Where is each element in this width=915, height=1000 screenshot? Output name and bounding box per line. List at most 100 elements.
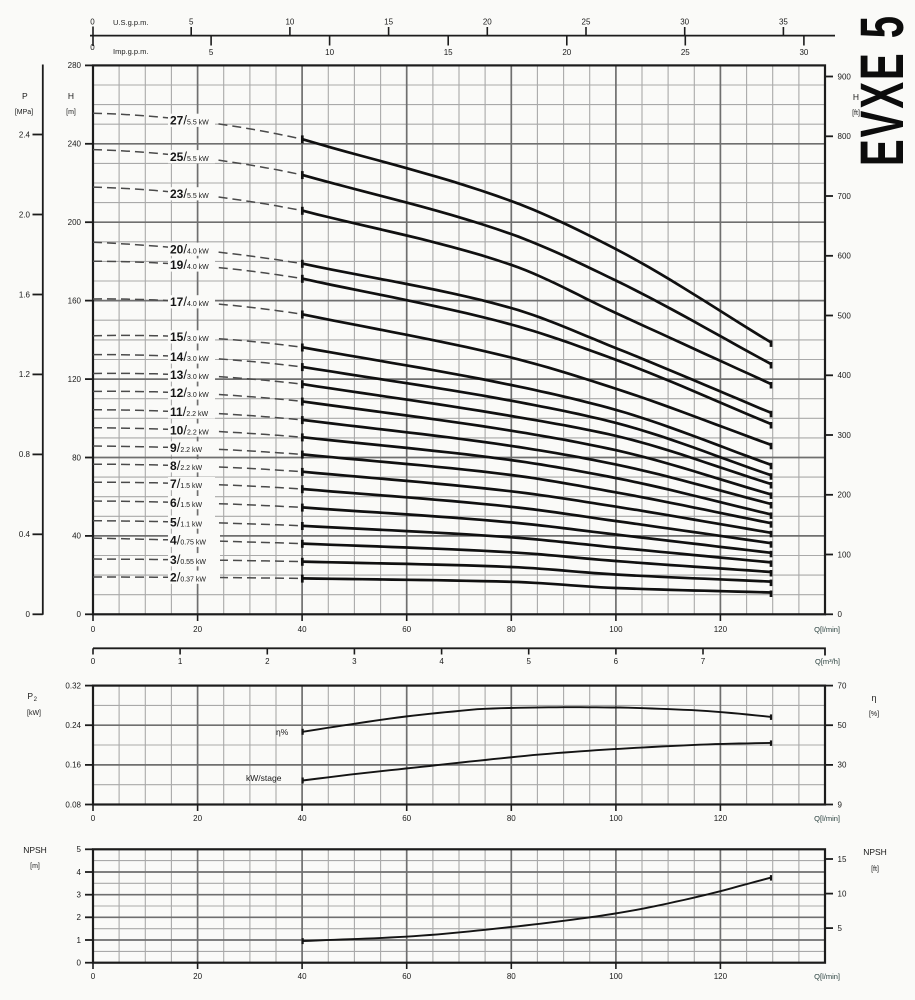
svg-text:60: 60 [402,972,411,981]
svg-text:80: 80 [507,814,516,823]
svg-text:0.32: 0.32 [65,681,81,690]
svg-text:700: 700 [838,192,852,201]
svg-text:η%: η% [276,727,289,737]
svg-text:200: 200 [838,491,852,500]
svg-text:120: 120 [714,972,728,981]
svg-text:25: 25 [681,48,690,57]
svg-text:40: 40 [72,532,81,541]
svg-text:0: 0 [91,625,96,634]
svg-text:[m]: [m] [30,863,40,870]
svg-text:0.08: 0.08 [65,800,81,809]
svg-text:10: 10 [838,889,847,898]
svg-text:[ft]: [ft] [852,110,860,117]
svg-text:160: 160 [68,296,82,305]
svg-text:80: 80 [507,625,516,634]
svg-text:[ft]: [ft] [871,866,879,873]
svg-text:Q[l/min]: Q[l/min] [814,972,840,981]
svg-text:30: 30 [799,48,808,57]
svg-text:40: 40 [298,972,307,981]
svg-text:40: 40 [298,814,307,823]
svg-text:100: 100 [609,814,623,823]
svg-text:70: 70 [838,681,847,690]
svg-text:2: 2 [265,657,270,666]
svg-text:500: 500 [838,311,852,320]
svg-text:15: 15 [838,855,847,864]
svg-text:60: 60 [402,625,411,634]
svg-text:10: 10 [325,48,334,57]
svg-text:100: 100 [838,550,852,559]
svg-text:120: 120 [714,814,728,823]
svg-text:5: 5 [77,845,82,854]
svg-text:20: 20 [193,972,202,981]
svg-text:600: 600 [838,252,852,261]
svg-text:[%]: [%] [869,711,879,718]
svg-text:kW/stage: kW/stage [246,773,282,783]
svg-text:7: 7 [701,657,706,666]
svg-text:30: 30 [680,18,689,27]
svg-text:Q[l/min]: Q[l/min] [814,814,840,823]
svg-text:200: 200 [68,218,82,227]
svg-text:H: H [68,91,74,101]
svg-text:25: 25 [582,18,591,27]
svg-text:30: 30 [838,761,847,770]
svg-text:0: 0 [91,972,96,981]
svg-text:280: 280 [68,61,82,70]
svg-text:3: 3 [77,891,82,900]
svg-text:20: 20 [193,625,202,634]
svg-text:[m]: [m] [66,109,76,116]
svg-text:20: 20 [562,48,571,57]
svg-text:900: 900 [838,72,852,81]
svg-text:50: 50 [838,721,847,730]
svg-text:2.4: 2.4 [19,130,31,139]
svg-text:0.24: 0.24 [65,721,81,730]
svg-text:Q[m³/h]: Q[m³/h] [815,657,840,666]
svg-text:0.4: 0.4 [19,530,31,539]
svg-text:10: 10 [285,18,294,27]
svg-text:5: 5 [838,924,843,933]
svg-text:5: 5 [189,18,194,27]
svg-text:15: 15 [384,18,393,27]
svg-text:100: 100 [609,972,623,981]
svg-text:800: 800 [838,132,852,141]
svg-text:300: 300 [838,431,852,440]
svg-text:80: 80 [507,972,516,981]
svg-text:9: 9 [838,800,843,809]
svg-text:0: 0 [77,959,82,968]
svg-text:35: 35 [779,18,788,27]
svg-text:0: 0 [91,814,96,823]
svg-text:0: 0 [90,18,95,27]
svg-text:EVXE 5: EVXE 5 [848,14,915,166]
svg-text:4: 4 [439,657,444,666]
svg-text:0: 0 [91,657,96,666]
svg-text:1.2: 1.2 [19,370,31,379]
svg-text:2.0: 2.0 [19,210,31,219]
svg-text:4: 4 [77,868,82,877]
svg-text:40: 40 [298,625,307,634]
svg-text:3: 3 [352,657,357,666]
svg-text:[MPa]: [MPa] [15,109,33,116]
svg-text:0: 0 [77,610,82,619]
svg-text:[kW]: [kW] [27,710,41,717]
svg-text:0.16: 0.16 [65,761,81,770]
svg-text:NPSH: NPSH [863,847,887,857]
svg-text:P: P [22,91,28,101]
svg-text:0: 0 [90,43,95,52]
svg-text:5: 5 [209,48,214,57]
svg-text:20: 20 [193,814,202,823]
svg-text:80: 80 [72,453,81,462]
svg-text:15: 15 [444,48,453,57]
svg-text:2: 2 [34,697,38,703]
svg-text:120: 120 [714,625,728,634]
svg-text:6: 6 [614,657,619,666]
svg-text:5: 5 [526,657,531,666]
svg-text:Imp.g.p.m.: Imp.g.p.m. [113,47,148,56]
svg-text:0: 0 [838,610,843,619]
svg-text:P: P [27,691,33,701]
svg-text:60: 60 [402,814,411,823]
svg-text:H: H [853,92,859,102]
svg-text:20: 20 [483,18,492,27]
svg-text:1: 1 [178,657,183,666]
svg-text:1: 1 [77,936,82,945]
svg-text:0.8: 0.8 [19,450,31,459]
svg-text:240: 240 [68,140,82,149]
